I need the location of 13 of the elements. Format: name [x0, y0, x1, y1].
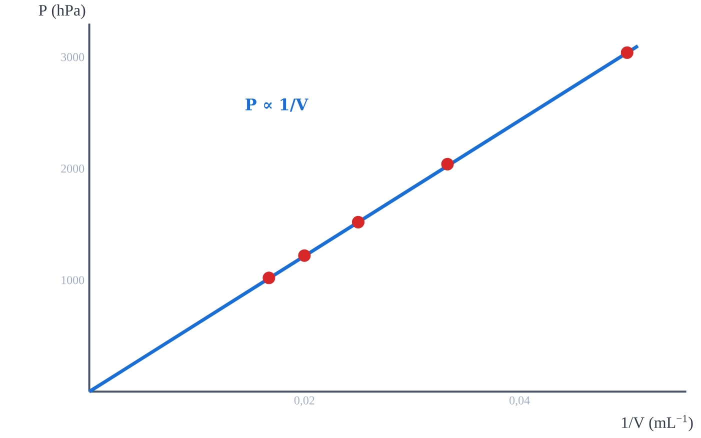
y-tick-label: 1000	[62, 276, 84, 284]
point	[298, 249, 311, 262]
point	[352, 216, 364, 228]
y-axis-title: P (hPa)	[38, 4, 86, 19]
point	[620, 46, 634, 59]
point	[441, 158, 454, 170]
y-tick-label: 3000	[61, 52, 84, 61]
x-tick-label: 0,04	[510, 396, 530, 406]
annotation: P ∝ 1/V	[246, 98, 308, 112]
y-tick-label: 2000	[61, 164, 84, 172]
x-tick-label: 0,02	[294, 396, 314, 406]
x-axis-title: 1/V (mL$^{−1}$)	[622, 414, 693, 432]
point	[262, 271, 276, 284]
